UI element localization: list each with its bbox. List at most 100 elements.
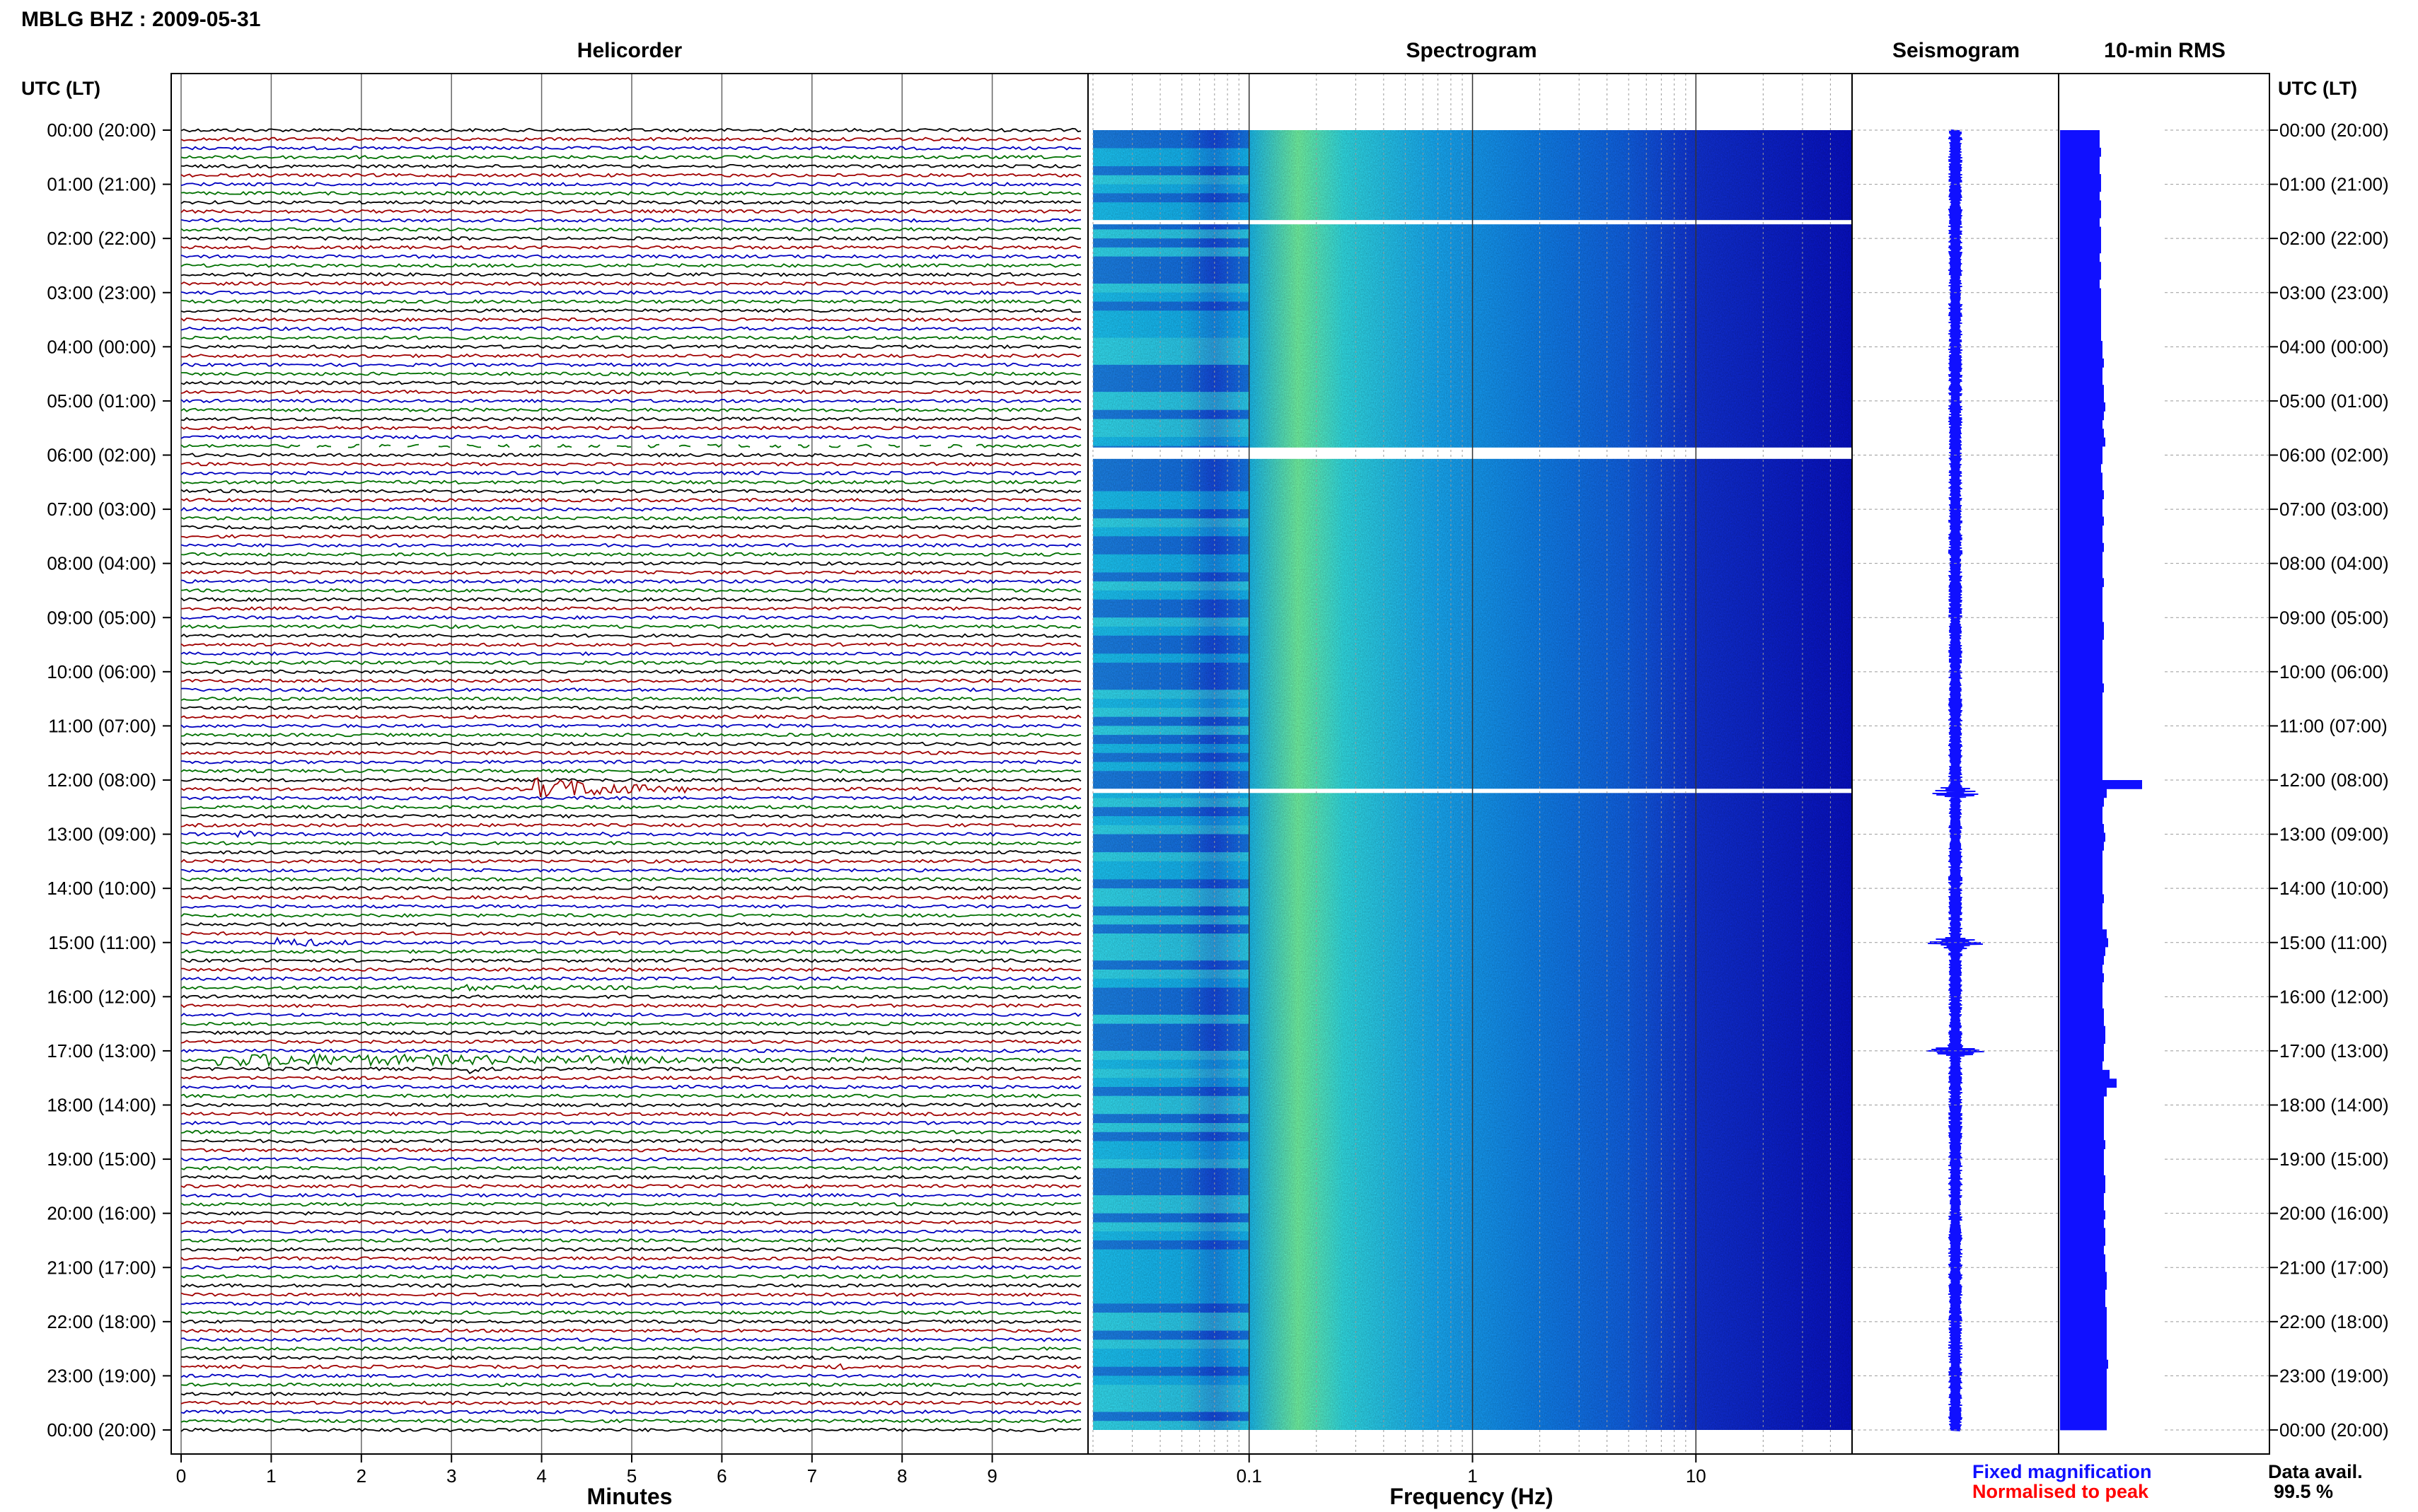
helicorder-panel (180, 74, 1082, 1454)
helicorder-trace (347, 443, 360, 448)
rms-bar (2060, 1359, 2108, 1369)
rms-bar (2060, 1087, 2107, 1097)
helicorder-trace (528, 444, 541, 448)
helicorder-trace (180, 443, 301, 448)
rms-bar (2060, 1421, 2107, 1431)
rms-bar (2060, 701, 2102, 711)
helicorder-trace (738, 444, 751, 448)
rms-bar (2060, 1368, 2107, 1378)
helicorder-trace (180, 1075, 1082, 1081)
rms-bar (2060, 1131, 2104, 1141)
helicorder-trace (180, 1129, 1082, 1135)
hour-label-right: 23:00 (19:00) (2279, 1365, 2389, 1386)
helicorder-trace (180, 967, 1082, 972)
helicorder-trace (888, 444, 901, 448)
helicorder-trace (180, 1139, 1082, 1144)
rms-bar (2060, 692, 2102, 702)
rms-bar (2060, 385, 2104, 394)
rms-bar (2060, 1025, 2105, 1035)
helicorder-trace (180, 498, 1082, 503)
hour-label-left: 19:00 (15:00) (47, 1148, 156, 1170)
helicorder-trace (180, 516, 1082, 521)
rms-bar (2060, 437, 2105, 447)
rms-bar (2060, 1324, 2107, 1334)
rms-bar (2060, 762, 2102, 772)
helicorder-trace (180, 344, 1082, 349)
helicorder-trace (407, 443, 420, 448)
rms-bar (2060, 912, 2102, 921)
minute-tick-label: 5 (627, 1465, 637, 1487)
rms-bar (2060, 270, 2101, 280)
rms-bar (2060, 1184, 2105, 1194)
rms-bar (2060, 393, 2104, 403)
spectrogram-title: Spectrogram (1406, 39, 1537, 62)
rms-bar (2060, 630, 2104, 640)
helicorder-trace (976, 443, 1082, 448)
rms-bar (2060, 709, 2102, 719)
rms-bar (2060, 1210, 2105, 1220)
helicorder-trace (180, 1409, 1082, 1414)
hour-label-right: 16:00 (12:00) (2279, 986, 2389, 1007)
rms-bar (2060, 1289, 2105, 1299)
rms-bar (2060, 402, 2105, 412)
helicorder-trace (180, 317, 1082, 322)
helicorder-trace (180, 949, 1082, 954)
rms-bar (2060, 657, 2102, 666)
rms-bar (2060, 876, 2102, 886)
hour-label-right: 03:00 (23:00) (2279, 282, 2389, 303)
rms-bar (2060, 252, 2100, 262)
rms-bar (2060, 446, 2102, 455)
minute-tick-label: 9 (987, 1465, 997, 1487)
hour-label-left: 11:00 (07:00) (48, 715, 156, 736)
helicorder-trace (180, 218, 1082, 223)
rms-bar (2060, 1272, 2107, 1281)
rms-bar (2060, 806, 2102, 816)
frequency-tick-label: 1 (1467, 1465, 1477, 1487)
hour-label-right: 22:00 (18:00) (2279, 1311, 2389, 1332)
helicorder-trace (180, 904, 1082, 909)
helicorder-trace (180, 1292, 1082, 1297)
rms-bar (2060, 560, 2102, 570)
hour-label-right: 11:00 (07:00) (2279, 715, 2388, 736)
helicorder-trace (181, 1030, 1082, 1035)
minutes-axis-label: Minutes (587, 1484, 673, 1509)
helicorder-trace (180, 660, 1082, 665)
rms-bar (2060, 130, 2100, 139)
rms-bar (2060, 727, 2102, 737)
hour-label-left: 05:00 (01:00) (47, 390, 156, 412)
hour-label-right: 12:00 (08:00) (2279, 769, 2389, 791)
helicorder-trace (180, 976, 1082, 982)
rms-bar (2060, 332, 2101, 342)
rms-bar (2060, 191, 2100, 201)
helicorder-trace (180, 1301, 1082, 1306)
rms-bar (2060, 367, 2102, 377)
legend-normalised-to-peak: Normalised to peak (1972, 1481, 2149, 1502)
helicorder-trace (180, 958, 1082, 963)
helicorder-trace (180, 1418, 1082, 1424)
helicorder-trace (180, 777, 1082, 798)
rms-bar (2060, 552, 2102, 561)
helicorder-trace (180, 696, 1082, 702)
hour-label-right: 13:00 (09:00) (2279, 824, 2389, 845)
rms-bar (2060, 832, 2105, 842)
rms-bar (2060, 674, 2102, 684)
helicorder-trace (180, 326, 1082, 332)
helicorder-trace (180, 606, 1082, 611)
helicorder-trace (180, 235, 1082, 241)
helicorder-trace (180, 1165, 1082, 1171)
utc-label-left: UTC (LT) (21, 78, 100, 99)
hour-label-left: 07:00 (03:00) (47, 499, 156, 520)
rms-bar (2060, 376, 2102, 385)
minute-tick-label: 2 (357, 1465, 366, 1487)
hour-label-left: 12:00 (08:00) (47, 769, 156, 791)
helicorder-trace (180, 578, 1082, 584)
rms-bar (2060, 296, 2101, 306)
helicorder-trace (180, 830, 1082, 838)
rms-bar (2060, 894, 2104, 904)
helicorder-trace (180, 1256, 1082, 1261)
rms-bar (2060, 946, 2105, 956)
helicorder-trace (180, 1319, 1082, 1325)
rms-bar (2060, 1105, 2104, 1115)
helicorder-trace (180, 1427, 1082, 1433)
rms-bar (2060, 569, 2102, 578)
